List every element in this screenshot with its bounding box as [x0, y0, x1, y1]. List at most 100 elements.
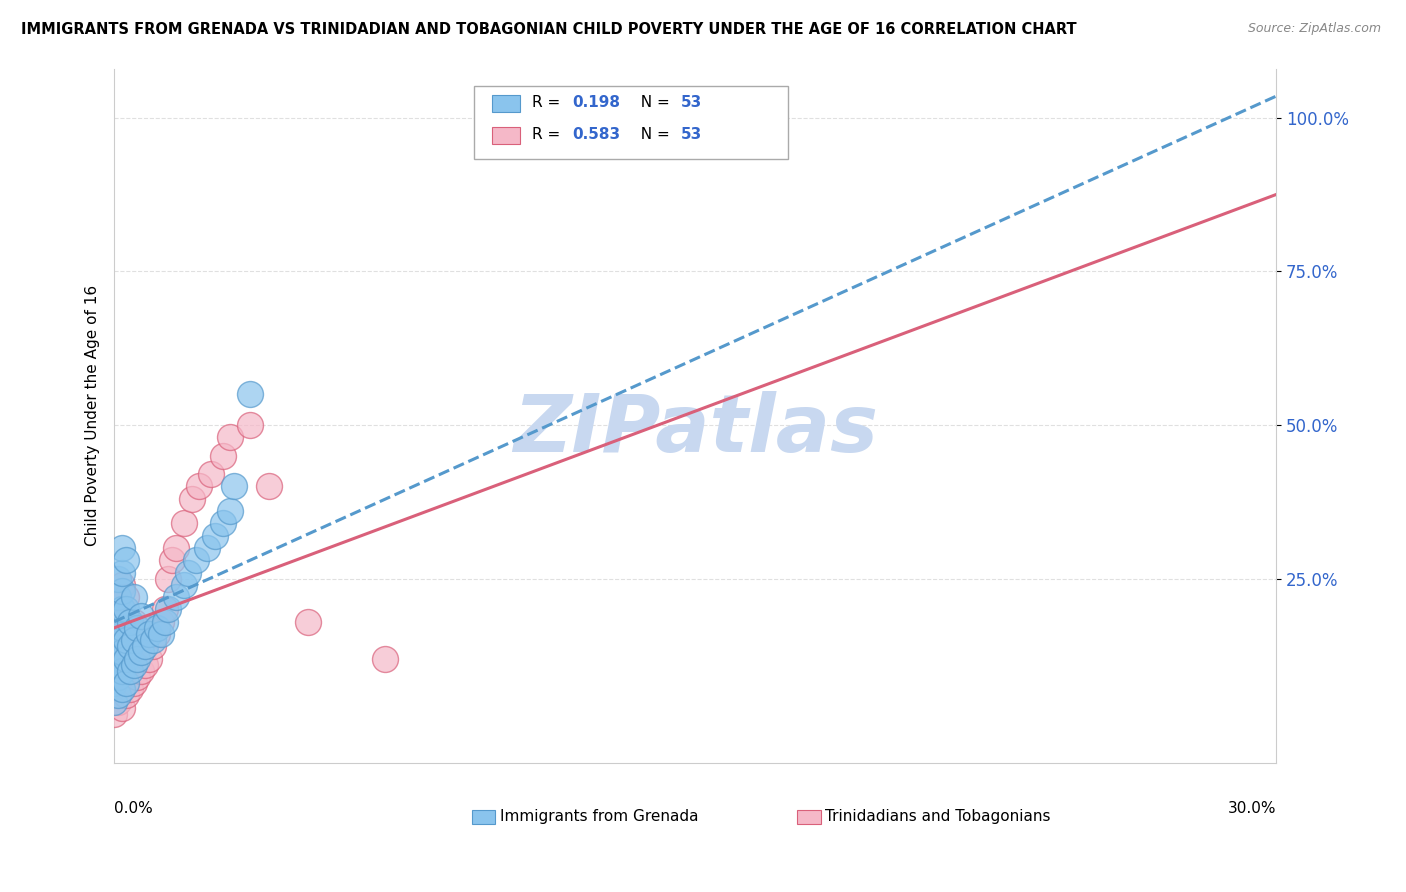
Text: 53: 53 — [681, 127, 703, 142]
Point — [142, 640, 165, 654]
Text: 0.583: 0.583 — [572, 127, 620, 142]
Point — [107, 695, 129, 709]
Point — [297, 615, 319, 629]
Text: Immigrants from Grenada: Immigrants from Grenada — [501, 809, 699, 824]
Point — [107, 645, 129, 659]
Point — [122, 633, 145, 648]
Point — [118, 615, 141, 629]
Point — [111, 541, 134, 555]
Point — [162, 553, 184, 567]
Point — [111, 566, 134, 580]
Point — [107, 657, 129, 672]
Point — [103, 676, 125, 690]
Point — [111, 584, 134, 599]
Point — [204, 529, 226, 543]
Point — [153, 602, 176, 616]
Point — [239, 387, 262, 401]
Point — [165, 590, 187, 604]
Point — [107, 657, 129, 672]
Point — [118, 640, 141, 654]
Point — [114, 602, 136, 616]
Point — [118, 627, 141, 641]
Text: IMMIGRANTS FROM GRENADA VS TRINIDADIAN AND TOBAGONIAN CHILD POVERTY UNDER THE AG: IMMIGRANTS FROM GRENADA VS TRINIDADIAN A… — [21, 22, 1077, 37]
Point — [111, 700, 134, 714]
Point — [165, 541, 187, 555]
Point — [127, 670, 149, 684]
Point — [103, 706, 125, 721]
Point — [114, 689, 136, 703]
Point — [103, 615, 125, 629]
Point — [129, 664, 152, 678]
Point — [103, 689, 125, 703]
Point — [111, 640, 134, 654]
Point — [111, 578, 134, 592]
Point — [157, 602, 180, 616]
Point — [107, 640, 129, 654]
Point — [134, 657, 156, 672]
Point — [111, 615, 134, 629]
FancyBboxPatch shape — [474, 86, 789, 159]
Point — [173, 578, 195, 592]
Point — [122, 615, 145, 629]
Point — [149, 627, 172, 641]
Point — [374, 651, 396, 665]
Point — [122, 590, 145, 604]
Point — [111, 664, 134, 678]
Point — [149, 615, 172, 629]
Point — [111, 682, 134, 697]
Point — [103, 651, 125, 665]
Point — [122, 651, 145, 665]
Point — [129, 645, 152, 659]
Point — [138, 651, 160, 665]
FancyBboxPatch shape — [492, 95, 520, 112]
Point — [114, 670, 136, 684]
Point — [134, 640, 156, 654]
Point — [129, 608, 152, 623]
Point — [122, 676, 145, 690]
FancyBboxPatch shape — [472, 810, 495, 823]
Point — [111, 621, 134, 635]
Point — [111, 682, 134, 697]
Point — [103, 664, 125, 678]
Point — [200, 467, 222, 482]
FancyBboxPatch shape — [797, 810, 821, 823]
Point — [107, 590, 129, 604]
Point — [103, 670, 125, 684]
Text: ZIPatlas: ZIPatlas — [513, 391, 877, 468]
Point — [103, 695, 125, 709]
Point — [107, 572, 129, 586]
Point — [134, 621, 156, 635]
Point — [129, 627, 152, 641]
Point — [224, 479, 246, 493]
Point — [219, 430, 242, 444]
Point — [107, 676, 129, 690]
Text: 0.198: 0.198 — [572, 95, 620, 110]
Point — [122, 657, 145, 672]
Point — [118, 657, 141, 672]
Point — [184, 553, 207, 567]
Point — [157, 572, 180, 586]
Text: 53: 53 — [681, 95, 703, 110]
Point — [114, 553, 136, 567]
Point — [188, 479, 211, 493]
Point — [107, 621, 129, 635]
Point — [103, 633, 125, 648]
Text: R =: R = — [533, 95, 565, 110]
Text: N =: N = — [631, 95, 675, 110]
Point — [107, 590, 129, 604]
Point — [107, 608, 129, 623]
Point — [107, 627, 129, 641]
Point — [111, 645, 134, 659]
Point — [127, 621, 149, 635]
Point — [153, 615, 176, 629]
Point — [127, 651, 149, 665]
Point — [127, 640, 149, 654]
Point — [114, 621, 136, 635]
Point — [107, 689, 129, 703]
Point — [211, 516, 233, 531]
Point — [107, 670, 129, 684]
Point — [118, 682, 141, 697]
Point — [142, 633, 165, 648]
FancyBboxPatch shape — [492, 127, 520, 144]
Point — [211, 449, 233, 463]
